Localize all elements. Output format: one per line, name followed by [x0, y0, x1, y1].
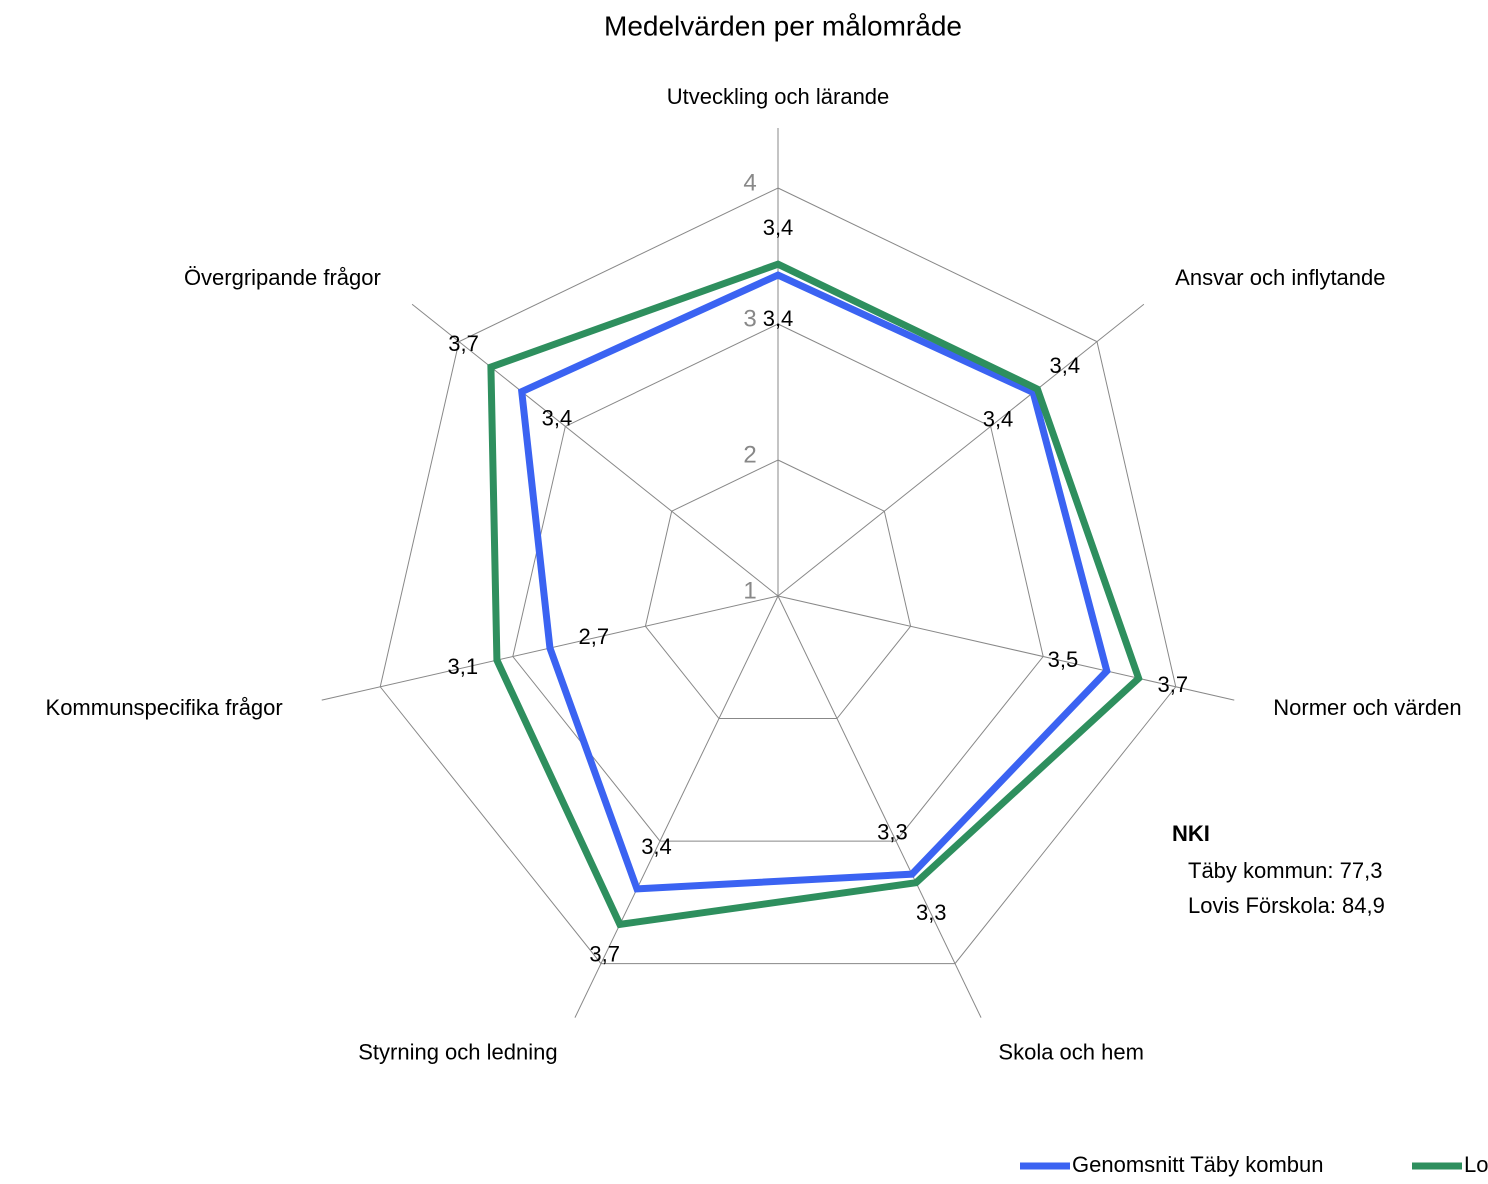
- annotation-title: NKI: [1172, 821, 1210, 846]
- annotation: Lovis Förskola: 84,9: [1188, 893, 1385, 918]
- axis-line: [411, 303, 779, 597]
- r-tick-label: 2: [743, 441, 756, 468]
- data-label: 3,7: [589, 942, 620, 967]
- data-label: 3,4: [983, 406, 1014, 431]
- data-label: 3,1: [447, 654, 478, 679]
- axis-line: [777, 595, 982, 1018]
- category-label: Skola och hem: [998, 1040, 1144, 1065]
- data-label: 3,4: [641, 834, 672, 859]
- category-label: Normer och värden: [1273, 695, 1461, 720]
- annotation: Täby kommun: 77,3: [1188, 858, 1382, 883]
- grid-ring: [644, 459, 912, 720]
- data-label: 3,4: [763, 306, 794, 331]
- data-label: 3,3: [916, 900, 947, 925]
- axis-line: [777, 595, 1235, 701]
- data-label: 3,7: [448, 331, 479, 356]
- data-label: 3,4: [542, 406, 573, 431]
- grid-ring: [512, 323, 1044, 842]
- series-line: [487, 260, 1143, 929]
- data-label: 3,4: [763, 215, 794, 240]
- data-label: 3,3: [877, 819, 908, 844]
- category-label: Ansvar och inflytande: [1175, 265, 1385, 290]
- chart-title: Medelvärden per målområde: [604, 10, 962, 41]
- category-label: Utveckling och lärande: [667, 84, 890, 109]
- data-label: 3,4: [1050, 353, 1081, 378]
- r-tick-label: 3: [743, 305, 756, 332]
- category-label: Kommunspecifika frågor: [46, 695, 283, 720]
- category-label: Övergripande frågor: [184, 265, 381, 290]
- axis-line: [777, 303, 1145, 597]
- series-line: [517, 271, 1111, 893]
- axis-line: [574, 595, 779, 1018]
- data-label: 2,7: [579, 624, 610, 649]
- category-label: Styrning och ledning: [358, 1040, 557, 1065]
- data-label: 3,7: [1157, 672, 1188, 697]
- grid-ring: [379, 187, 1177, 965]
- r-tick-label: 4: [743, 169, 756, 196]
- data-label: 3,5: [1048, 647, 1079, 672]
- r-tick-label: 1: [743, 577, 756, 604]
- legend-label: Lovis Förskola: [1464, 1152, 1488, 1177]
- legend-label: Genomsnitt Täby kombun: [1072, 1152, 1324, 1177]
